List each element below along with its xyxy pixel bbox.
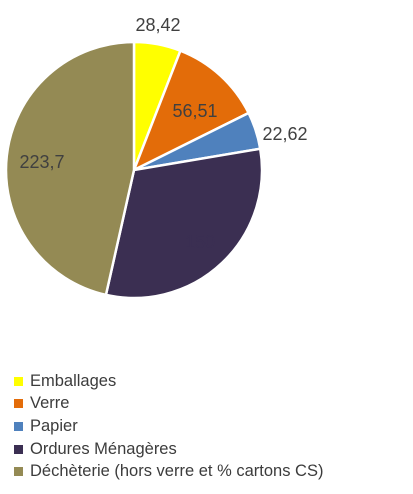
data-label-3: 22,62 xyxy=(262,124,307,144)
data-label-1: 28,42 xyxy=(135,15,180,35)
pie-slice-4 xyxy=(104,147,264,300)
data-label-4: 150 xyxy=(185,232,215,252)
pie-chart: 28,42 56,51 22,62 150 223,7 xyxy=(4,15,308,300)
legend-swatch-3 xyxy=(14,421,23,431)
legend-item-4: Ordures Ménagères xyxy=(14,438,413,461)
legend-label-5: Déchèterie (hors verre et % cartons CS) xyxy=(30,462,324,481)
legend-swatch-5 xyxy=(14,467,23,477)
data-label-2: 56,51 xyxy=(172,101,217,121)
legend-swatch-4 xyxy=(14,444,23,454)
data-label-5: 223,7 xyxy=(19,152,64,172)
legend-label-4: Ordures Ménagères xyxy=(30,439,177,458)
legend: Emballages Verre Papier Ordures Ménagères Dé… xyxy=(14,370,413,483)
legend-item-5: Déchèterie (hors verre et % cartons CS) xyxy=(14,460,413,483)
pie-slices xyxy=(4,40,264,300)
legend-item-3: Papier xyxy=(14,415,413,438)
legend-label-3: Papier xyxy=(30,416,78,435)
pie-data-labels: 28,42 56,51 22,62 150 223,7 xyxy=(19,15,307,252)
pie-slice-5 xyxy=(4,40,136,297)
legend-item-1: Emballages xyxy=(14,370,413,393)
pie-slice-2 xyxy=(131,49,251,173)
legend-label-2: Verre xyxy=(30,394,70,413)
legend-swatch-2 xyxy=(14,399,23,409)
legend-label-1: Emballages xyxy=(30,371,117,390)
legend-item-2: Verre xyxy=(14,393,413,416)
legend-swatch-1 xyxy=(14,376,23,386)
